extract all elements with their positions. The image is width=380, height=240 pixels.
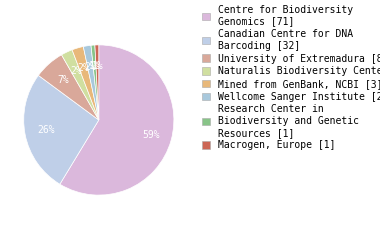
Wedge shape — [95, 45, 99, 120]
Wedge shape — [24, 75, 99, 184]
Text: 26%: 26% — [37, 126, 55, 135]
Text: 1%: 1% — [89, 61, 100, 71]
Wedge shape — [91, 45, 99, 120]
Text: 2%: 2% — [70, 66, 82, 76]
Wedge shape — [83, 45, 99, 120]
Text: 59%: 59% — [142, 130, 160, 139]
Legend: Centre for Biodiversity
Genomics [71], Canadian Centre for DNA
Barcoding [32], U: Centre for Biodiversity Genomics [71], C… — [203, 5, 380, 150]
Text: 2%: 2% — [84, 62, 96, 72]
Wedge shape — [62, 50, 99, 120]
Wedge shape — [38, 55, 99, 120]
Wedge shape — [72, 47, 99, 120]
Text: 2%: 2% — [78, 63, 89, 73]
Wedge shape — [60, 45, 174, 195]
Text: 7%: 7% — [57, 75, 69, 85]
Text: 1%: 1% — [92, 61, 103, 71]
